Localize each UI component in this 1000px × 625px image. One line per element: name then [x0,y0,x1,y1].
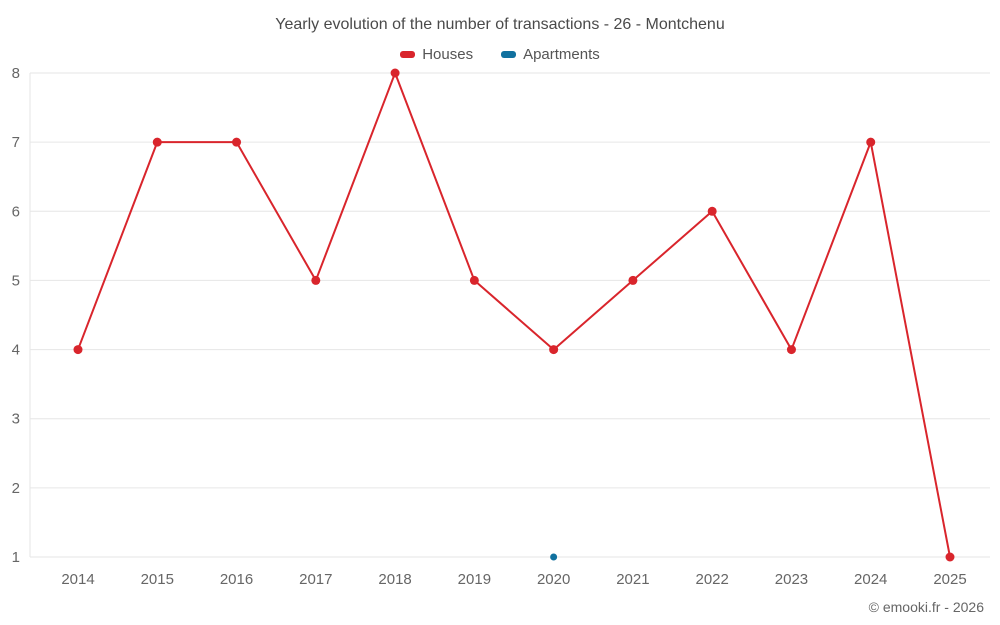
houses-swatch-icon [400,51,416,58]
point-houses[interactable] [232,137,242,147]
y-axis-label: 2 [12,480,20,497]
x-axis-label: 2023 [775,571,808,588]
x-axis-label: 2024 [854,571,887,588]
point-houses[interactable] [390,68,400,78]
legend: Houses Apartments [0,46,1000,63]
y-axis-label: 1 [12,549,20,566]
legend-label-apartments: Apartments [523,46,600,63]
y-axis-label: 8 [12,65,20,82]
x-axis-label: 2018 [378,571,411,588]
series-line-houses [77,72,951,558]
legend-item-houses[interactable]: Houses [400,46,473,63]
x-axis-label: 2017 [299,571,332,588]
y-axis-label: 7 [12,134,20,151]
point-houses[interactable] [73,345,83,355]
point-houses[interactable] [549,345,559,355]
credit-text: © emooki.fr - 2026 [868,599,984,615]
point-apartments[interactable] [550,553,558,561]
point-houses[interactable] [469,275,479,285]
point-houses[interactable] [945,552,955,562]
chart-title: Yearly evolution of the number of transa… [275,16,725,33]
x-axis-label: 2021 [616,571,649,588]
y-axis-label: 5 [12,272,20,289]
y-axis-label: 3 [12,411,20,428]
x-axis-label: 2020 [537,571,570,588]
point-houses[interactable] [786,345,796,355]
x-axis-label: 2025 [933,571,966,588]
legend-label-houses: Houses [422,46,474,63]
point-houses[interactable] [311,275,321,285]
y-axis-label: 4 [12,342,20,359]
point-houses[interactable] [866,137,876,147]
point-houses[interactable] [152,137,162,147]
apartments-swatch-icon [501,51,517,58]
x-axis-label: 2015 [141,571,174,588]
x-axis-label: 2014 [61,571,94,588]
x-axis-label: 2022 [695,571,728,588]
x-axis-label: 2019 [458,571,491,588]
y-axis-label: 6 [12,203,20,220]
point-houses[interactable] [707,206,717,216]
x-axis-label: 2016 [220,571,253,588]
point-houses[interactable] [628,275,638,285]
legend-item-apartments[interactable]: Apartments [501,46,600,63]
